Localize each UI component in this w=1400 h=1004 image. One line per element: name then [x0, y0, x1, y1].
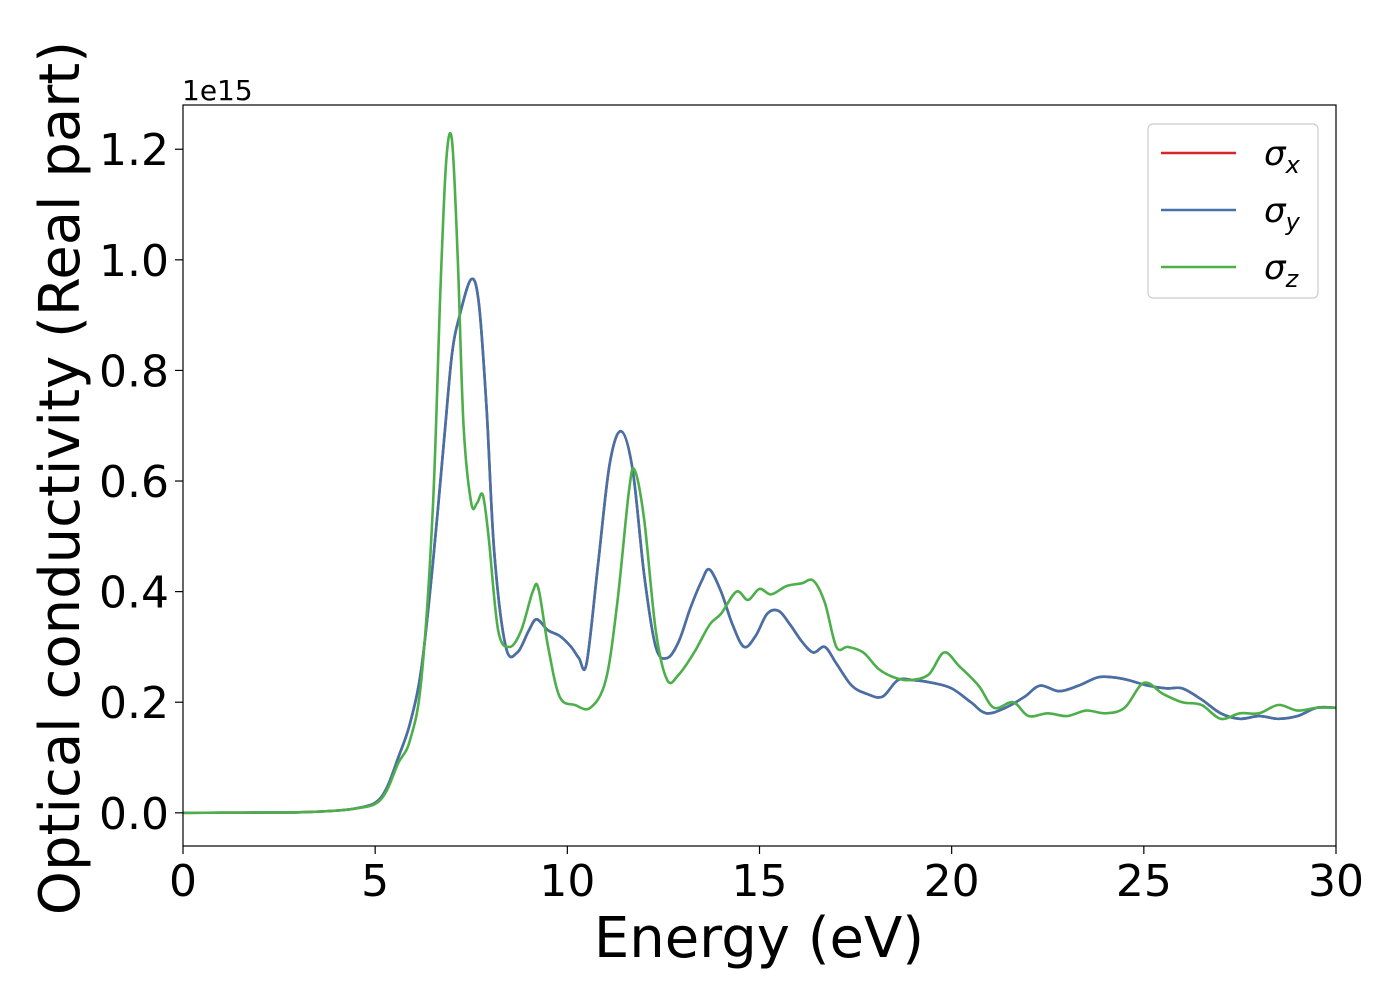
x-axis-ticks: 0 5 10 15 20 25 30	[169, 846, 1364, 907]
x-axis-label: Energy (eV)	[594, 906, 924, 971]
plot-background	[183, 105, 1336, 846]
y-offset-label: 1e15	[182, 74, 253, 107]
series-layer	[182, 132, 1337, 815]
x-tick-label: 15	[732, 856, 788, 907]
y-axis-ticks: 0.0 0.2 0.4 0.6 0.8 1.0 1.2	[99, 125, 183, 840]
y-axis-label: Optical conductivity (Real part)	[28, 41, 93, 915]
y-tick-label: 1.2	[99, 125, 169, 176]
x-tick-label: 5	[361, 856, 389, 907]
y-tick-label: 0.4	[99, 568, 169, 619]
y-tick-label: 0.0	[99, 789, 169, 840]
plot-area	[183, 105, 1336, 846]
y-tick-label: 1.0	[99, 236, 169, 287]
x-tick-label: 10	[539, 856, 595, 907]
legend-subscript: z	[1285, 265, 1300, 293]
y-tick-label: 0.6	[99, 457, 169, 508]
legend-subscript: x	[1285, 151, 1301, 179]
series-line-y	[182, 277, 1337, 815]
x-tick-label: 25	[1116, 856, 1172, 907]
y-tick-label: 0.8	[99, 346, 169, 397]
x-tick-label: 20	[924, 856, 980, 907]
x-tick-label: 30	[1308, 856, 1364, 907]
x-tick-label: 0	[169, 856, 197, 907]
series-line-z	[182, 132, 1337, 815]
legend-subscript: y	[1285, 208, 1301, 236]
y-tick-label: 0.2	[99, 678, 169, 729]
